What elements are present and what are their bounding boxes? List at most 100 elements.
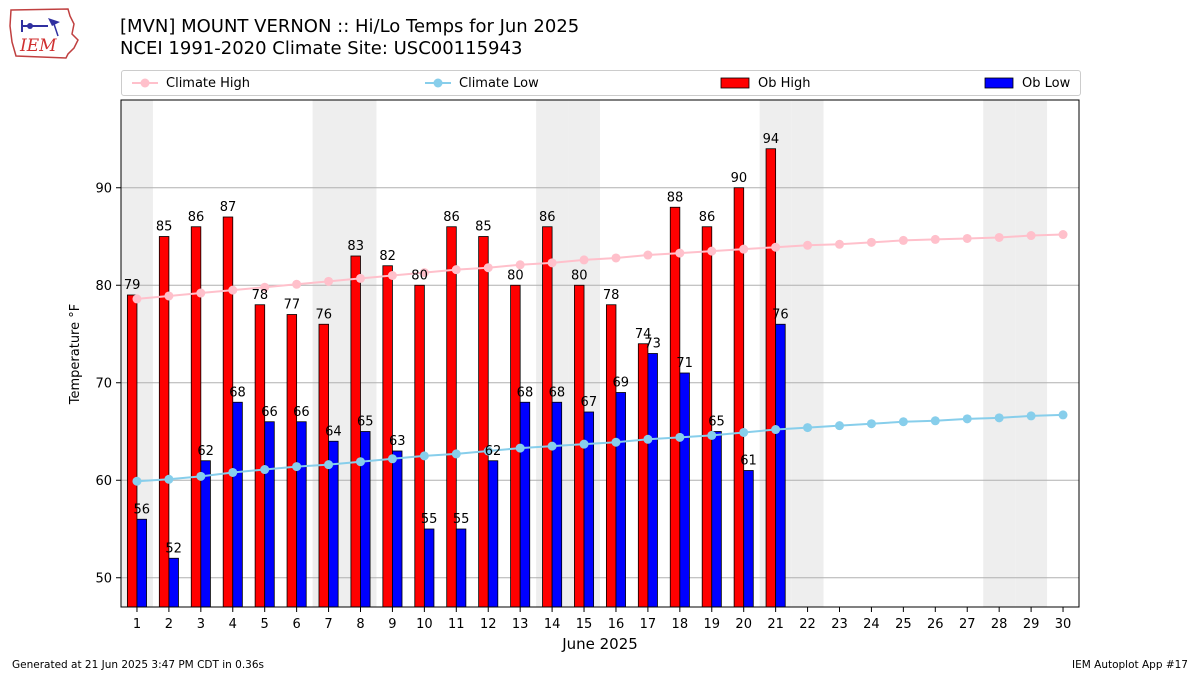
plot-frame [120, 99, 1080, 608]
x-tick-label: 18 [672, 617, 689, 632]
ob-low-bar [455, 528, 467, 608]
ob-low-bar-label: 55 [453, 512, 470, 527]
ob-low-bar [168, 557, 179, 608]
x-tick-label: 28 [991, 617, 1008, 632]
ob-low-bar [296, 421, 307, 608]
ob-low-bar-label: 76 [772, 307, 789, 322]
climate-high-point [898, 235, 908, 245]
x-tick-label: 24 [863, 617, 880, 632]
climate-low-point [228, 467, 238, 477]
y-axis-label: Temperature °F [68, 304, 83, 405]
climate-lines [132, 230, 1068, 486]
ob-low-bar [647, 353, 658, 608]
ob-low-bar [519, 401, 531, 608]
x-tick-label: 14 [544, 617, 561, 632]
climate-high-point [835, 239, 844, 249]
y-tick-label: 80 [95, 279, 112, 294]
x-tick-label: 25 [895, 617, 912, 632]
ob-high-bar-label: 80 [507, 268, 524, 283]
ob-low-bar-label: 62 [197, 444, 214, 459]
x-tick-label: 15 [576, 617, 593, 632]
ob-low-bar-label: 62 [485, 444, 502, 459]
ob-high-bar-label: 94 [763, 132, 780, 147]
x-tick-label: 17 [640, 617, 657, 632]
ob-high-bar [605, 304, 617, 608]
ob-high-bar [637, 343, 649, 608]
climate-low-point [196, 471, 206, 481]
climate-high-point [292, 279, 302, 289]
climate-high-point [930, 234, 940, 244]
climate-high-point [994, 232, 1004, 242]
climate-low-point [898, 417, 908, 427]
climate-low-point [292, 462, 302, 472]
x-tick-label: 13 [512, 617, 529, 632]
logo-text: IEM [19, 36, 57, 56]
x-tick-label: 27 [959, 617, 976, 632]
climate-low-point [611, 437, 621, 447]
climate-low-point [707, 430, 717, 440]
ob-high-bar-label: 87 [220, 200, 237, 215]
generated-note: Generated at 21 Jun 2025 3:47 PM CDT in … [12, 659, 265, 671]
ob-high-bar-label: 82 [379, 249, 396, 264]
ob-low-bar [392, 450, 403, 608]
climate-high-point [515, 260, 525, 270]
ob-low-bar-label: 68 [549, 385, 566, 400]
climate-low-point [643, 434, 653, 444]
ob-high-bar [765, 148, 777, 608]
x-tick-label: 10 [416, 617, 433, 632]
ob-high-bar-label: 88 [667, 190, 684, 205]
ob-high-bar-label: 78 [603, 288, 620, 303]
ob-high-bar [414, 284, 425, 608]
ob-low-bar [136, 518, 147, 608]
ob-high-bar-label: 86 [699, 210, 716, 225]
y-tick-label: 60 [95, 474, 112, 489]
ob-high-bar-label: 80 [571, 268, 588, 283]
ob-high-bar [542, 226, 553, 608]
legend-ob-high: Ob High [720, 71, 811, 95]
climate-low-point [132, 476, 142, 486]
climate-low-point [1058, 410, 1068, 420]
y-tick-label: 90 [95, 181, 112, 196]
climate-low-point [356, 457, 365, 467]
x-tick-label: 12 [480, 617, 497, 632]
title-line-1: [MVN] MOUNT VERNON :: Hi/Lo Temps for Ju… [120, 16, 580, 37]
bar-value-labels: 79 85 86 87 78 77 76 83 82 80 86 85 80 86 80 78 74 88 86 90… [124, 132, 789, 557]
ob-low-bar [200, 460, 211, 608]
legend-climate-high: Climate High [132, 71, 250, 95]
climate-low-point [164, 474, 174, 484]
ob-low-bar-label: 63 [389, 434, 406, 449]
x-tick-label: 30 [1055, 617, 1072, 632]
title-line-2: NCEI 1991-2020 Climate Site: USC00115943 [120, 38, 523, 59]
climate-high-point [1026, 231, 1036, 241]
ob-low-bar [232, 401, 243, 608]
ob-high-bar-label: 76 [316, 307, 333, 322]
ob-low-bar-label: 64 [325, 424, 342, 439]
weekend-band [983, 100, 1016, 607]
ob-low-bar-label: 56 [133, 502, 150, 517]
climate-high-point [387, 271, 397, 280]
weekend-band [791, 100, 824, 607]
climate-high-point [579, 255, 589, 265]
climate-high-point [451, 265, 461, 275]
climate-high-point [707, 246, 717, 256]
climate-high-point [228, 285, 238, 295]
x-tick-label: 5 [261, 617, 269, 632]
climate-high-point [483, 263, 493, 273]
ob-low-bar-label: 73 [644, 337, 661, 352]
ob-low-bar [615, 392, 626, 608]
ob-low-bar-label: 68 [517, 385, 534, 400]
x-tick-label: 20 [735, 617, 752, 632]
climate-high-point [611, 253, 621, 263]
ob-high-bar [126, 294, 138, 608]
x-tick-label: 19 [703, 617, 720, 632]
x-tick-label: 16 [608, 617, 625, 632]
climate-high-point [1058, 230, 1068, 240]
x-tick-label: 8 [356, 617, 364, 632]
ob-high-bar [478, 236, 489, 608]
y-tick-label: 50 [95, 571, 112, 586]
climate-low-point [324, 460, 334, 470]
chart-title: [MVN] MOUNT VERNON :: Hi/Lo Temps for Ju… [120, 16, 579, 60]
y-tick-label: 70 [95, 376, 112, 391]
